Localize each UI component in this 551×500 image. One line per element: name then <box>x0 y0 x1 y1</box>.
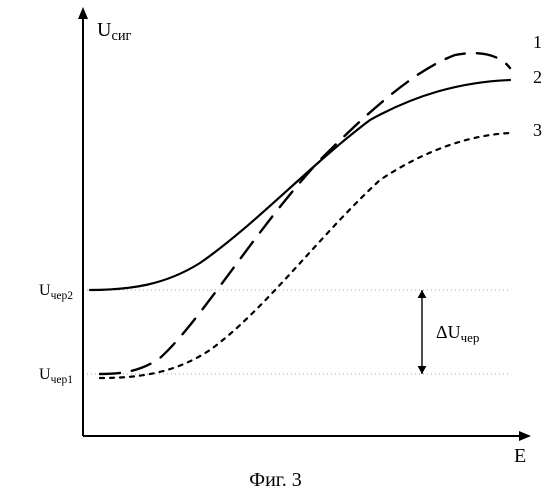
curve-labels: 1 2 3 <box>533 32 542 140</box>
y-tick-labels: Uчер2 Uчер1 <box>39 282 73 386</box>
curve-label-1: 1 <box>533 32 542 52</box>
curve-label-3: 3 <box>533 120 542 140</box>
plot-svg: ΔUчер Uчер2 Uчер1 1 2 3 Uсиг E Фиг. 3 <box>0 0 551 500</box>
curve-2 <box>90 80 510 290</box>
y-axis-label: Uсиг <box>97 19 132 44</box>
figure-caption: Фиг. 3 <box>249 469 301 491</box>
y-tick-u_cher2: Uчер2 <box>39 282 73 302</box>
x-axis-label: E <box>514 445 526 467</box>
y-tick-u_cher1: Uчер1 <box>39 366 73 386</box>
delta-u-arrow: ΔUчер <box>418 290 480 374</box>
delta-u-label: ΔUчер <box>436 322 479 345</box>
axes <box>83 18 520 436</box>
figure-container: ΔUчер Uчер2 Uчер1 1 2 3 Uсиг E Фиг. 3 <box>0 0 551 500</box>
curve-label-2: 2 <box>533 67 542 87</box>
